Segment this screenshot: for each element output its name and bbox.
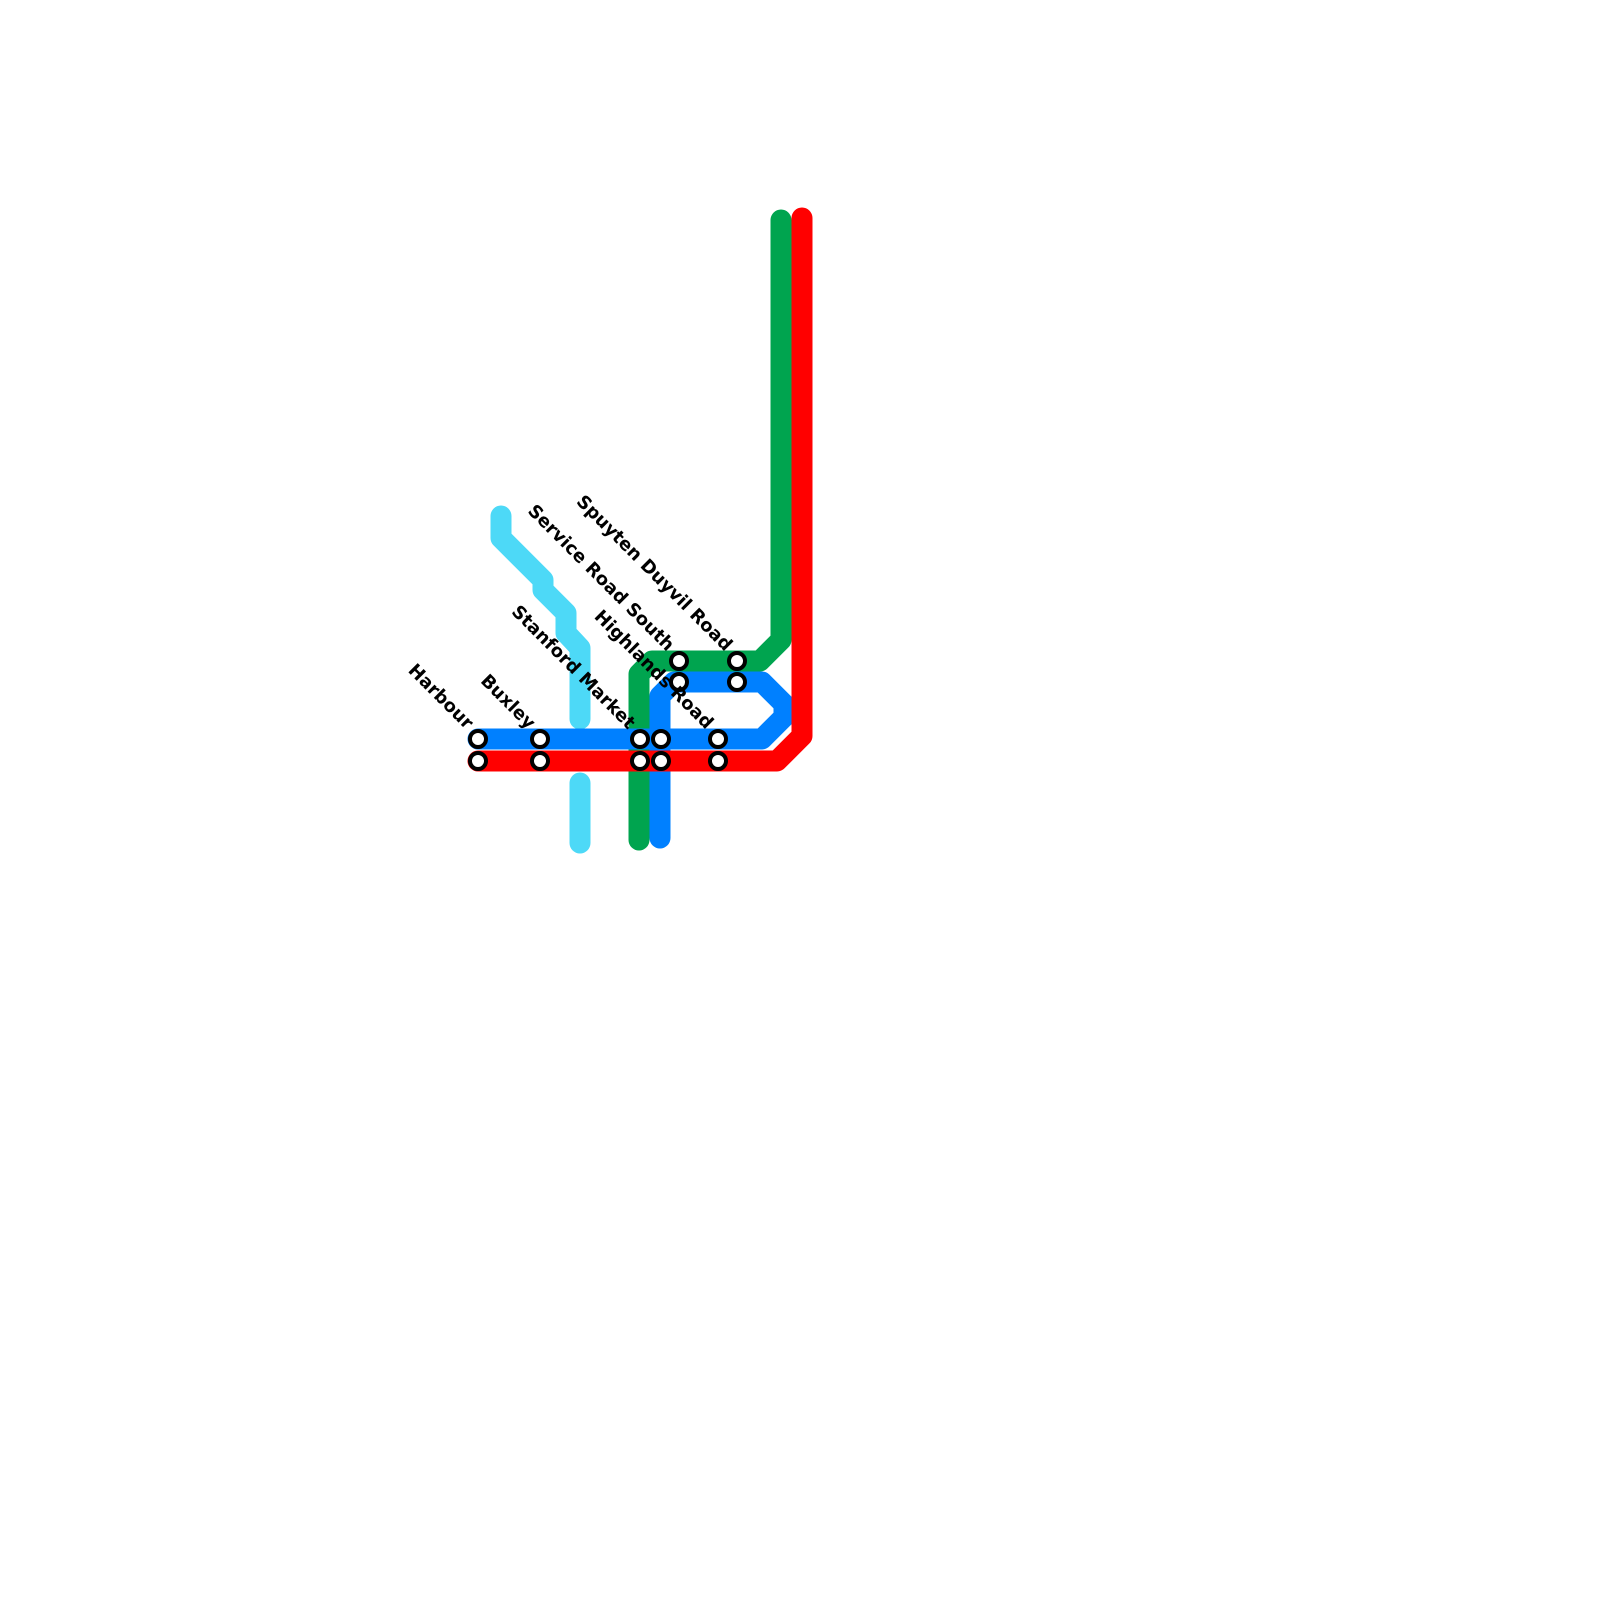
harbour-marker-1: [468, 729, 488, 749]
buxley-marker-1: [530, 729, 550, 749]
blue-line: [467, 671, 795, 849]
stanford-market-marker-2: [651, 729, 671, 749]
spuyten-duyvil-road-marker-2: [727, 672, 747, 692]
station-layer: [468, 651, 747, 771]
highlands-road-marker-2: [708, 751, 728, 771]
stanford-market-marker-4: [651, 751, 671, 771]
spuyten-duyvil-road-marker-1: [727, 651, 747, 671]
service-road-south-marker-1: [669, 651, 689, 671]
service-road-south-marker-2: [669, 672, 689, 692]
line-layer: [467, 207, 813, 854]
highlands-road-marker-1: [708, 729, 728, 749]
green-line: [628, 209, 792, 851]
harbour-marker-2: [468, 751, 488, 771]
cyan-line-segment-1: [490, 505, 591, 730]
harbour-label: Harbour: [404, 660, 478, 734]
red-line: [467, 207, 813, 772]
buxley-label: Buxley: [476, 670, 539, 733]
buxley-marker-2: [530, 751, 550, 771]
stanford-market-marker-1: [630, 729, 650, 749]
stanford-market-marker-3: [630, 751, 650, 771]
